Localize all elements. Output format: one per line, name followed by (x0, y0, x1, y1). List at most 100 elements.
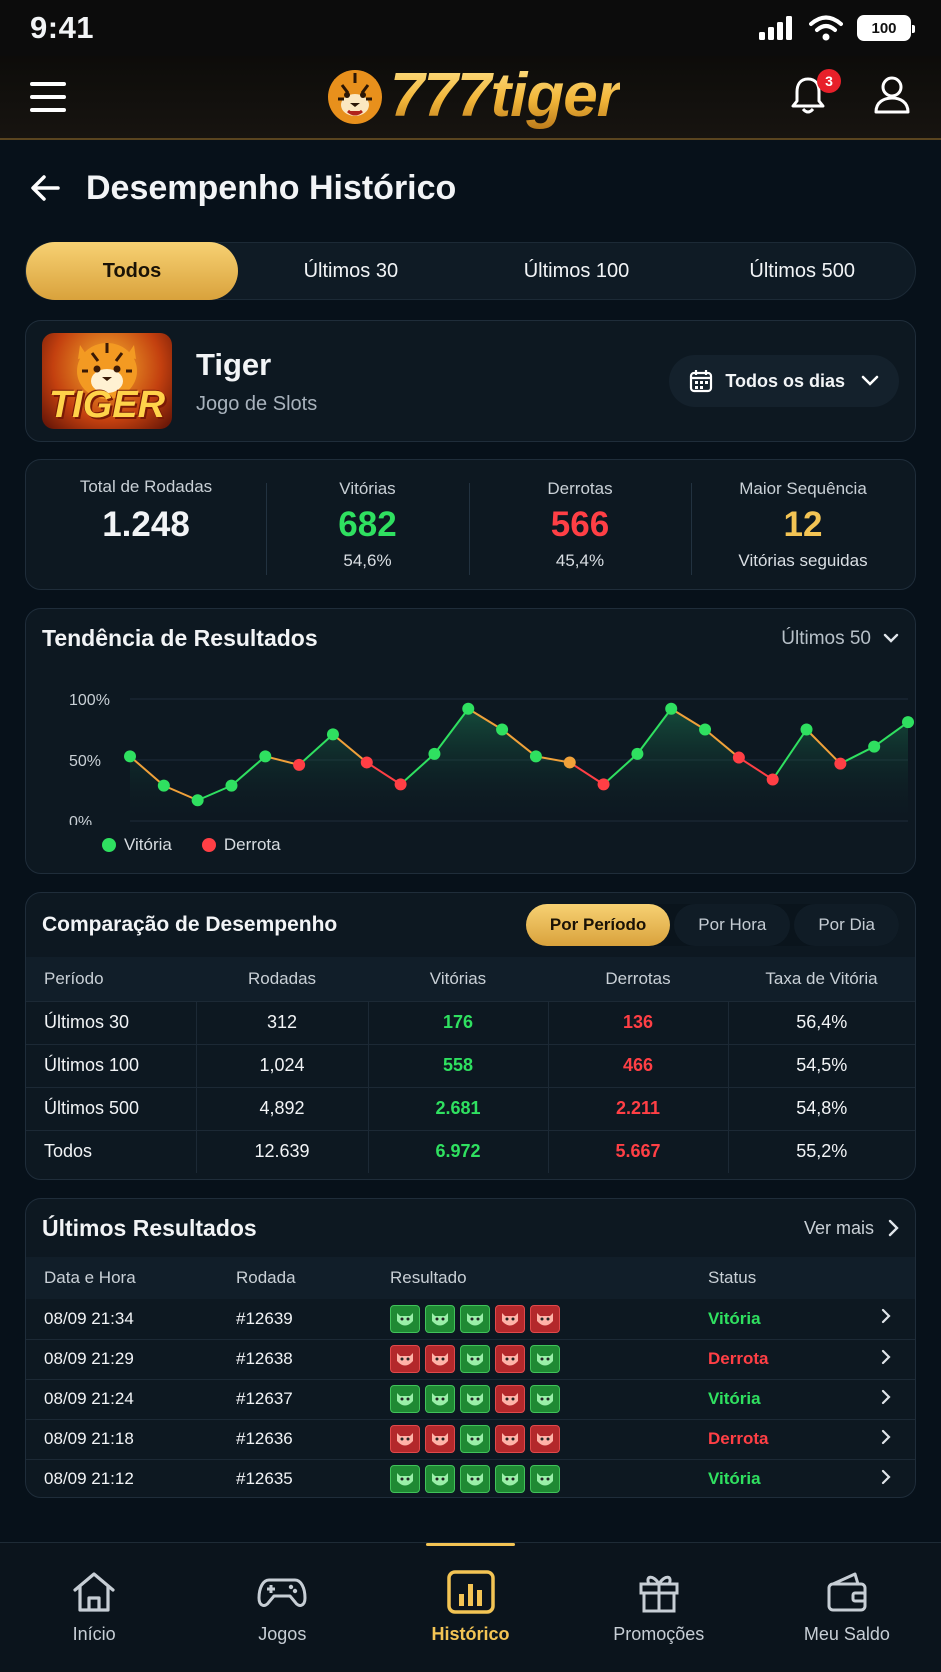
nav-jogos[interactable]: Jogos (188, 1543, 376, 1672)
chevron-right-icon (888, 1219, 899, 1237)
column-header-empty (855, 1257, 915, 1299)
profile-button[interactable] (873, 75, 911, 120)
chevron-right-icon (881, 1469, 891, 1484)
trend-line-segment (501, 728, 537, 758)
legend-loss: Derrota (201, 835, 281, 855)
status-time: 9:41 (30, 10, 95, 45)
cell-rounds: 4,892 (195, 1086, 368, 1130)
cell-win-rate: 56,4% (727, 1000, 915, 1044)
see-more-link[interactable]: Ver mais (804, 1218, 899, 1239)
cell-wins: 558 (367, 1043, 548, 1087)
tiger-win-icon (460, 1345, 490, 1373)
trend-line-segment (197, 784, 232, 802)
stat-wins: Vitórias 682 54,6% (266, 479, 469, 575)
cell-round: #12637 (236, 1379, 390, 1420)
tiger-win-icon (530, 1465, 560, 1493)
nav-inicio[interactable]: Início (0, 1543, 188, 1672)
cell-round: #12636 (236, 1419, 390, 1460)
back-arrow-icon[interactable] (30, 172, 62, 204)
trend-point-win (800, 723, 813, 736)
tab-por-hora[interactable]: Por Hora (674, 904, 791, 946)
stat-label: Maior Sequência (739, 478, 867, 498)
nav-historico[interactable]: Histórico (376, 1543, 564, 1672)
tiger-loss-icon (495, 1425, 525, 1453)
trend-point-win (428, 747, 441, 760)
y-tick-label: 100% (69, 692, 110, 709)
table-row[interactable]: 08/09 21:18 #12636 Derrota (26, 1419, 915, 1460)
stat-value: 12 (783, 504, 823, 544)
stat-value: 682 (338, 504, 397, 544)
trend-line-segment (602, 753, 639, 786)
notifications-button[interactable]: 3 (789, 68, 841, 120)
comparison-header-row: Período Rodadas Vitórias Derrotas Taxa d… (26, 957, 915, 1001)
trend-point-win (868, 740, 881, 753)
gift-icon (639, 1575, 679, 1613)
row-chevron[interactable] (855, 1299, 915, 1340)
table-row[interactable]: 08/09 21:24 #12637 Vitória (26, 1379, 915, 1420)
row-chevron[interactable] (855, 1419, 915, 1460)
tab-por-periodo[interactable]: Por Período (525, 904, 671, 946)
game-info: Tiger Jogo de Slots (196, 347, 317, 416)
tiger-loss-icon (530, 1425, 560, 1453)
cell-datetime: 08/09 21:29 (26, 1339, 236, 1380)
row-chevron[interactable] (855, 1379, 915, 1420)
table-row[interactable]: 08/09 21:29 #12638 Derrota (26, 1339, 915, 1380)
tiger-loss-icon (390, 1425, 420, 1453)
y-tick-label: 0% (69, 814, 92, 825)
trend-range-dropdown[interactable]: Últimos 50 (781, 628, 899, 650)
trend-line-segment (129, 755, 165, 787)
tiger-loss-icon (495, 1345, 525, 1373)
nav-meu-saldo[interactable]: Meu Saldo (753, 1543, 941, 1672)
results-title: Últimos Resultados (42, 1214, 257, 1241)
y-tick-label: 50% (69, 753, 101, 770)
status-icons: 100 (759, 15, 915, 41)
menu-button[interactable] (30, 82, 66, 112)
cell-period: Últimos 30 (26, 1000, 196, 1044)
logo[interactable]: 777tiger (324, 60, 621, 131)
trend-title: Tendência de Resultados (42, 625, 318, 651)
chevron-down-icon (883, 633, 899, 643)
cell-rounds: 1,024 (195, 1043, 368, 1087)
trend-header: Tendência de Resultados Últimos 50 (26, 609, 915, 652)
trend-chart: 100% 50% 0% (69, 692, 914, 825)
app-header: 777tiger 3 (0, 56, 941, 140)
column-header: Data e Hora (26, 1257, 236, 1299)
tiger-win-icon (530, 1385, 560, 1413)
date-filter-dropdown[interactable]: Todos os dias (669, 355, 899, 407)
trend-point-win (157, 779, 170, 792)
tab-ultimos-500[interactable]: Últimos 500 (749, 260, 855, 282)
calendar-icon (690, 370, 713, 393)
row-chevron[interactable] (855, 1339, 915, 1380)
cell-datetime: 08/09 21:24 (26, 1379, 236, 1420)
table-row[interactable]: 08/09 21:34 #12639 Vitória (26, 1299, 915, 1340)
logo-text: 777tiger (390, 61, 621, 130)
tiger-win-icon (390, 1304, 420, 1333)
trend-point-loss (834, 757, 847, 770)
nav-label: Histórico (431, 1624, 510, 1644)
cell-losses: 466 (547, 1043, 728, 1087)
tab-ultimos-100[interactable]: Últimos 100 (523, 260, 630, 282)
column-header: Período (26, 957, 196, 1001)
status-bar: 9:41 100 (0, 0, 941, 56)
nav-promocoes[interactable]: Promoções (565, 1543, 753, 1672)
column-header: Resultado (390, 1257, 708, 1299)
tiger-loss-icon (495, 1385, 525, 1413)
nav-label: Jogos (258, 1624, 307, 1644)
stat-streak: Maior Sequência 12 Vitórias seguidas (691, 478, 915, 575)
tab-todos[interactable]: Todos (26, 242, 238, 300)
trend-point-win (124, 750, 136, 763)
tab-por-dia[interactable]: Por Dia (794, 904, 899, 946)
row-chevron[interactable] (855, 1459, 915, 1497)
cell-symbols (390, 1299, 708, 1340)
cell-win-rate: 54,5% (727, 1043, 915, 1087)
chevron-right-icon (881, 1349, 891, 1364)
notification-badge: 3 (817, 68, 841, 93)
trend-line-segment (670, 707, 706, 731)
symbol-row (390, 1465, 708, 1493)
trend-line-segment (636, 708, 673, 755)
cell-win-rate: 54,8% (727, 1086, 915, 1130)
tab-ultimos-30[interactable]: Últimos 30 (303, 260, 399, 282)
table-row: Todos 12.639 6.972 5.667 55,2% (26, 1129, 915, 1173)
table-row[interactable]: 08/09 21:12 #12635 Vitória (26, 1459, 915, 1497)
trend-point-win (902, 716, 914, 729)
